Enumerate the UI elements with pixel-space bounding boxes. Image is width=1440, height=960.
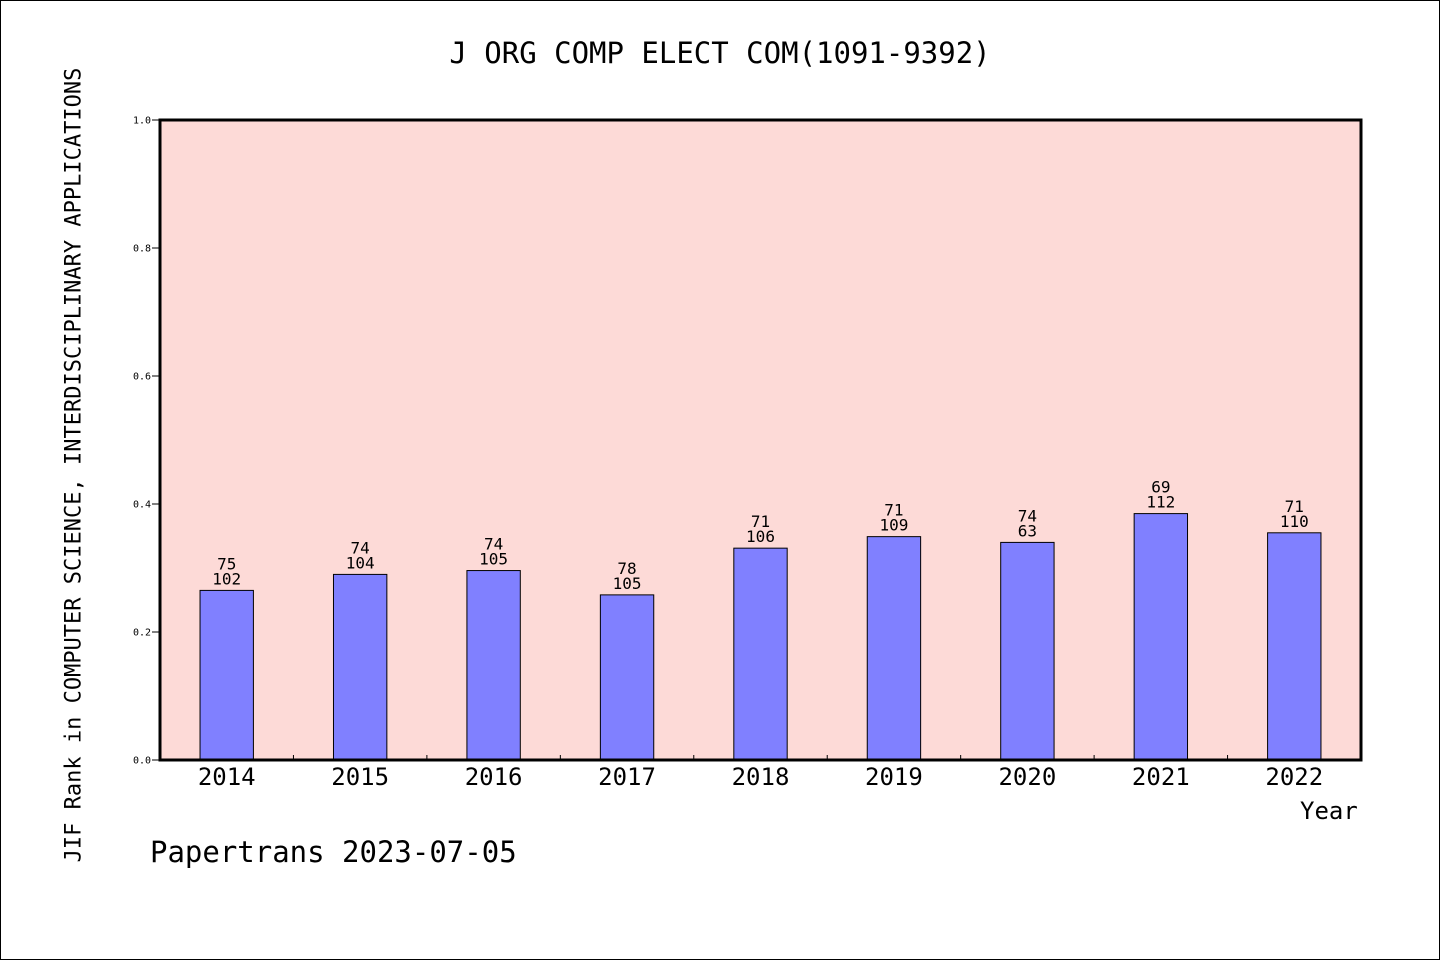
bar bbox=[199, 589, 254, 761]
bar bbox=[1133, 513, 1189, 761]
y-tick-label: 0.4 bbox=[133, 500, 151, 511]
x-axis-label: Year bbox=[1300, 797, 1358, 825]
bar-label-bottom: 112 bbox=[1146, 493, 1175, 512]
chart-title: J ORG COMP ELECT COM(1091-9392) bbox=[449, 36, 991, 70]
bar bbox=[466, 570, 521, 761]
y-tick-label: 1.0 bbox=[133, 116, 151, 127]
bar bbox=[1267, 532, 1322, 761]
bar-label-bottom: 109 bbox=[879, 516, 908, 535]
y-tick-label: 0.0 bbox=[133, 756, 151, 767]
y-tick-label: 0.6 bbox=[133, 372, 151, 383]
bar-label-top: 69 bbox=[1151, 478, 1170, 497]
y-tick-label: 0.8 bbox=[133, 244, 151, 255]
x-tick-label: 2015 bbox=[331, 763, 389, 791]
bar-label-bottom: 105 bbox=[479, 550, 508, 569]
x-tick-label: 2017 bbox=[598, 763, 656, 791]
bar-label-top: 71 bbox=[884, 501, 903, 520]
x-tick-label: 2020 bbox=[998, 763, 1056, 791]
bar-label-top: 71 bbox=[751, 512, 770, 531]
footer-credit: Papertrans 2023-07-05 bbox=[150, 835, 517, 869]
bar-label-bottom: 110 bbox=[1280, 512, 1309, 531]
bar-label-bottom: 104 bbox=[346, 553, 375, 572]
x-tick-label: 2014 bbox=[198, 763, 256, 791]
bar bbox=[866, 536, 922, 761]
bar-label-top: 78 bbox=[617, 559, 636, 578]
bar-label-top: 71 bbox=[1285, 497, 1304, 516]
bar-label-bottom: 105 bbox=[613, 574, 642, 593]
bar-label-top: 75 bbox=[217, 554, 236, 573]
x-tick-label: 2016 bbox=[465, 763, 523, 791]
bar-label-top: 74 bbox=[484, 535, 503, 554]
bar-label-bottom: 102 bbox=[212, 569, 241, 588]
bar bbox=[332, 573, 388, 761]
y-axis-ticks: 0.0 0.2 0.4 0.6 0.8 1.0 bbox=[133, 116, 160, 767]
bar bbox=[733, 547, 788, 761]
x-tick-label: 2019 bbox=[865, 763, 923, 791]
bar-label-bottom: 63 bbox=[1018, 521, 1037, 540]
x-tick-label: 2018 bbox=[732, 763, 790, 791]
bar-label-top: 74 bbox=[351, 538, 370, 557]
x-axis-ticks: 2014 2015 2016 2017 2018 2019 2020 2021 2022 bbox=[198, 755, 1323, 791]
x-tick-label: 2022 bbox=[1265, 763, 1323, 791]
bar-label-top: 74 bbox=[1018, 506, 1037, 525]
y-tick-label: 0.2 bbox=[133, 628, 151, 639]
bar bbox=[1000, 541, 1055, 761]
bar-label-bottom: 106 bbox=[746, 527, 775, 546]
x-tick-label: 2021 bbox=[1132, 763, 1190, 791]
plot-border bbox=[158, 118, 1363, 762]
bar bbox=[599, 594, 655, 761]
